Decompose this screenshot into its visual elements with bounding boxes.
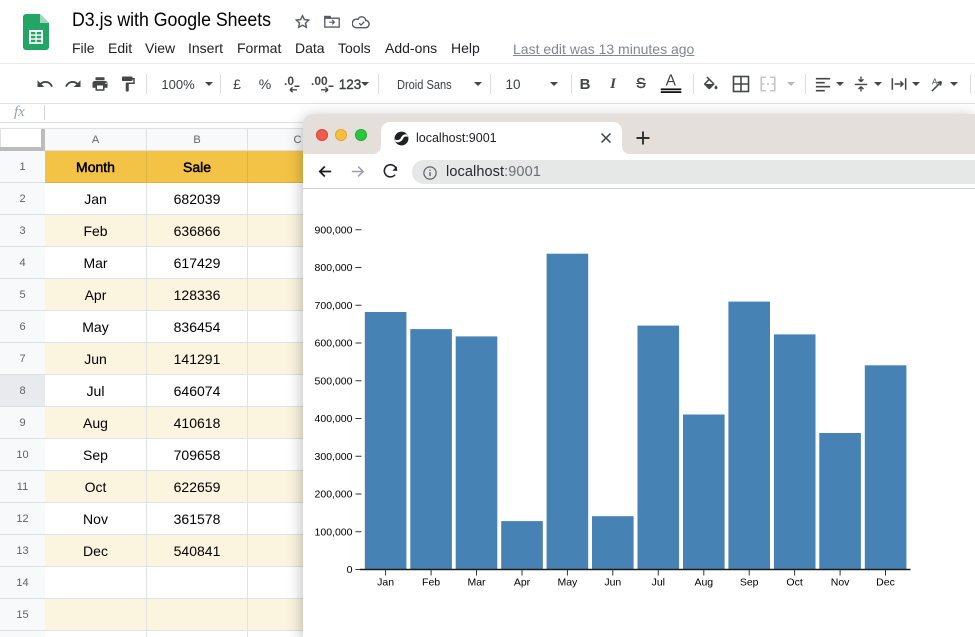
svg-text:.0: .0 [284, 74, 294, 88]
svg-text:Mar: Mar [467, 577, 486, 589]
svg-text:Jul: Jul [652, 577, 665, 589]
svg-text:600,000: 600,000 [315, 338, 353, 350]
svg-text:900,000: 900,000 [315, 224, 353, 236]
svg-text:Sep: Sep [740, 577, 759, 589]
svg-text:700,000: 700,000 [315, 300, 353, 312]
svg-text:.00: .00 [311, 74, 328, 88]
svg-text:200,000: 200,000 [315, 489, 353, 501]
svg-text:0: 0 [347, 564, 353, 576]
svg-text:A: A [666, 73, 677, 90]
svg-text:Aug: Aug [694, 577, 713, 589]
svg-text:Feb: Feb [422, 577, 440, 589]
svg-text:300,000: 300,000 [315, 451, 353, 463]
svg-text:Jun: Jun [604, 577, 621, 589]
svg-text:500,000: 500,000 [315, 375, 353, 387]
svg-text:Nov: Nov [831, 577, 850, 589]
svg-text:Dec: Dec [876, 577, 895, 589]
svg-text:400,000: 400,000 [315, 413, 353, 425]
svg-text:Apr: Apr [514, 577, 531, 589]
svg-text:A: A [931, 76, 937, 86]
svg-text:800,000: 800,000 [315, 262, 353, 274]
svg-text:Oct: Oct [786, 577, 802, 589]
svg-text:May: May [557, 577, 578, 589]
svg-text:100,000: 100,000 [315, 526, 353, 538]
svg-text:Jan: Jan [377, 577, 394, 589]
